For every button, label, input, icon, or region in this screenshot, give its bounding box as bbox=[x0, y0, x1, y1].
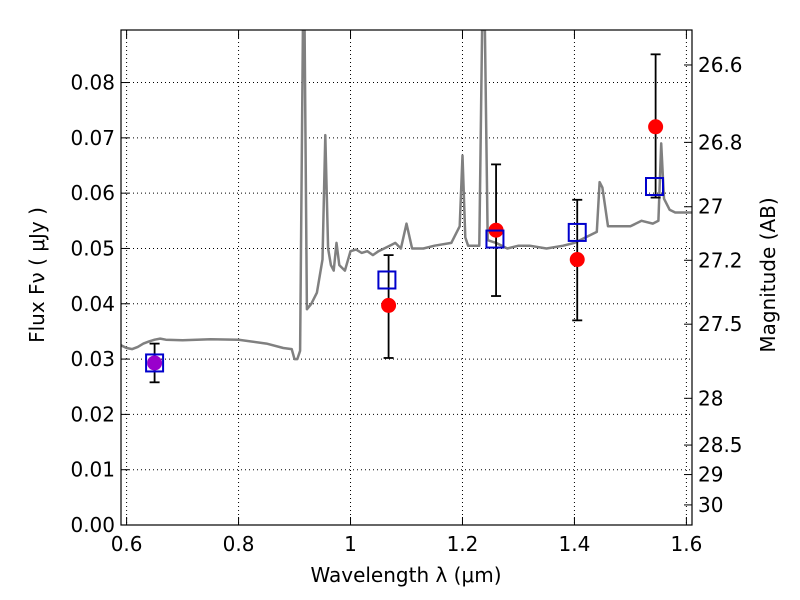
x-tick-label: 1.6 bbox=[670, 532, 702, 556]
y-tick-label: 0.02 bbox=[70, 402, 115, 426]
y-tick-label: 0.06 bbox=[70, 181, 115, 205]
tick-marks bbox=[121, 30, 692, 526]
model-square bbox=[377, 270, 397, 290]
model-square bbox=[145, 353, 165, 373]
observed-point bbox=[381, 297, 397, 313]
x-tick-label: 1.2 bbox=[447, 532, 479, 556]
magnitude-tick-label: 27.2 bbox=[698, 248, 743, 272]
x-tick-label: 0.8 bbox=[223, 532, 255, 556]
observed-point bbox=[648, 119, 664, 135]
observed-point bbox=[147, 355, 163, 371]
plot-frame bbox=[120, 29, 693, 526]
y-tick-label: 0.03 bbox=[70, 347, 115, 371]
magnitude-tick-label: 26.6 bbox=[698, 53, 743, 77]
x-tick-label: 0.6 bbox=[111, 532, 143, 556]
axes bbox=[120, 29, 693, 526]
y-tick-label: 0.07 bbox=[70, 126, 115, 150]
model-square bbox=[567, 222, 587, 242]
magnitude-tick-label: 27 bbox=[698, 195, 723, 219]
magnitude-tick-label: 27.5 bbox=[698, 312, 743, 336]
magnitude-tick-label: 26.8 bbox=[698, 130, 743, 154]
observed-point bbox=[569, 252, 585, 268]
model-square bbox=[644, 177, 664, 197]
observed-points bbox=[147, 119, 664, 371]
magnitude-tick-label: 30 bbox=[698, 493, 723, 517]
magnitude-tick-label: 28 bbox=[698, 386, 723, 410]
magnitude-axis-label: Magnitude (AB) bbox=[756, 197, 780, 352]
grid-lines bbox=[121, 30, 692, 525]
error-bars bbox=[149, 53, 661, 384]
spectrum-line bbox=[121, 30, 692, 361]
y-tick-label: 0.04 bbox=[70, 292, 115, 316]
y-tick-label: 0.05 bbox=[70, 236, 115, 260]
model-square bbox=[485, 229, 505, 249]
x-axis-label: Wavelength λ (μm) bbox=[310, 563, 501, 587]
y-tick-label: 0.08 bbox=[70, 71, 115, 95]
spectrum-series bbox=[121, 30, 692, 361]
x-tick-label: 1.4 bbox=[559, 532, 591, 556]
x-tick-label: 1 bbox=[344, 532, 357, 556]
model-squares bbox=[145, 177, 664, 373]
magnitude-tick-label: 28.5 bbox=[698, 433, 743, 457]
y-tick-label: 0.00 bbox=[70, 513, 115, 537]
y-axis-label: Flux Fν ( μJy ) bbox=[25, 207, 49, 343]
tick-labels: 0.6 0.8 1 1.2 1.4 1.6 0.00 0.01 0.02 0.03 0.04 0.05… bbox=[70, 53, 742, 556]
y-tick-label: 0.01 bbox=[70, 458, 115, 482]
magnitude-tick-label: 29 bbox=[698, 463, 723, 487]
